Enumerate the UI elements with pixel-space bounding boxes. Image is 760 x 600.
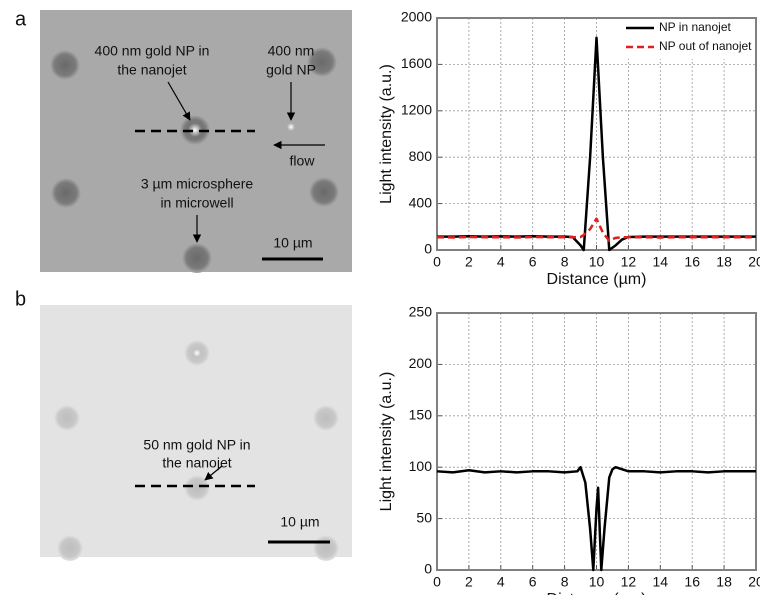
x-tick-label: 4	[497, 254, 505, 270]
x-tick-label: 6	[529, 254, 537, 270]
legend-label: NP out of nanojet	[659, 39, 752, 53]
y-tick-label: 50	[416, 509, 432, 525]
panel-label: a	[15, 8, 27, 30]
x-tick-label: 20	[748, 574, 760, 590]
x-tick-label: 10	[589, 574, 605, 590]
annotation: the nanojet	[162, 455, 231, 471]
x-tick-label: 10	[589, 254, 605, 270]
x-tick-label: 16	[684, 254, 700, 270]
x-tick-label: 12	[621, 574, 637, 590]
x-tick-label: 0	[433, 574, 441, 590]
y-tick-label: 150	[409, 407, 433, 423]
x-tick-label: 14	[653, 254, 669, 270]
x-tick-label: 2	[465, 574, 473, 590]
micrograph-a	[40, 10, 352, 273]
x-tick-label: 0	[433, 254, 441, 270]
annotation: 400 nm gold NP in	[95, 43, 210, 59]
y-tick-label: 200	[409, 355, 433, 371]
data-line	[436, 465, 756, 572]
panel-label: b	[15, 288, 26, 310]
x-tick-label: 6	[529, 574, 537, 590]
annotation: in microwell	[160, 195, 233, 211]
x-tick-label: 16	[684, 574, 700, 590]
y-axis-title: Light intensity (a.u.)	[378, 64, 395, 204]
y-tick-label: 400	[409, 194, 433, 210]
y-tick-label: 1600	[401, 55, 432, 71]
y-tick-label: 100	[409, 458, 433, 474]
plot-frame	[436, 312, 757, 571]
annotation: 400 nm	[268, 43, 315, 59]
x-axis-title: Distance (µm)	[547, 271, 647, 288]
x-tick-label: 8	[561, 254, 569, 270]
x-tick-label: 18	[716, 254, 732, 270]
y-tick-label: 250	[409, 304, 433, 320]
y-tick-label: 0	[424, 241, 432, 257]
y-tick-label: 800	[409, 148, 433, 164]
y-tick-label: 2000	[401, 9, 432, 25]
x-tick-label: 18	[716, 574, 732, 590]
legend-label: NP in nanojet	[659, 20, 731, 34]
annotation: 3 µm microsphere	[141, 176, 254, 192]
x-tick-label: 4	[497, 574, 505, 590]
annotation: gold NP	[266, 62, 316, 78]
data-line	[436, 217, 756, 242]
annotation: 50 nm gold NP in	[143, 437, 250, 453]
y-tick-label: 0	[424, 561, 432, 577]
x-tick-label: 8	[561, 574, 569, 590]
legend-box	[618, 19, 754, 59]
x-tick-label: 20	[748, 254, 760, 270]
y-tick-label: 1200	[401, 102, 432, 118]
x-tick-label: 14	[653, 574, 669, 590]
annotation: flow	[290, 153, 316, 169]
annotation: the nanojet	[117, 62, 186, 78]
y-axis-title: Light intensity (a.u.)	[378, 372, 395, 512]
x-axis-title: Distance (µm)	[547, 591, 647, 595]
plot-frame	[436, 17, 757, 251]
x-tick-label: 2	[465, 254, 473, 270]
micrograph-b	[40, 305, 352, 561]
x-tick-label: 12	[621, 254, 637, 270]
scale-bar-label: 10 µm	[280, 514, 319, 530]
scale-bar-label: 10 µm	[273, 235, 312, 251]
